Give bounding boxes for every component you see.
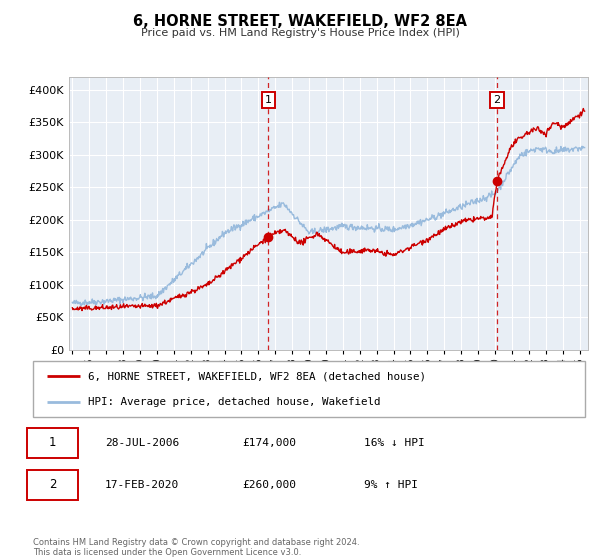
- Text: 2: 2: [49, 478, 56, 492]
- FancyBboxPatch shape: [28, 470, 78, 500]
- Text: 6, HORNE STREET, WAKEFIELD, WF2 8EA: 6, HORNE STREET, WAKEFIELD, WF2 8EA: [133, 14, 467, 29]
- Text: 9% ↑ HPI: 9% ↑ HPI: [364, 480, 418, 490]
- Text: Price paid vs. HM Land Registry's House Price Index (HPI): Price paid vs. HM Land Registry's House …: [140, 28, 460, 38]
- Text: £260,000: £260,000: [243, 480, 297, 490]
- Text: HPI: Average price, detached house, Wakefield: HPI: Average price, detached house, Wake…: [88, 397, 381, 407]
- Text: 17-FEB-2020: 17-FEB-2020: [105, 480, 179, 490]
- Text: Contains HM Land Registry data © Crown copyright and database right 2024.
This d: Contains HM Land Registry data © Crown c…: [33, 538, 359, 557]
- FancyBboxPatch shape: [28, 428, 78, 458]
- Text: 16% ↓ HPI: 16% ↓ HPI: [364, 438, 425, 448]
- Text: 1: 1: [265, 95, 272, 105]
- Text: £174,000: £174,000: [243, 438, 297, 448]
- Text: 28-JUL-2006: 28-JUL-2006: [105, 438, 179, 448]
- Text: 2: 2: [493, 95, 500, 105]
- Text: 6, HORNE STREET, WAKEFIELD, WF2 8EA (detached house): 6, HORNE STREET, WAKEFIELD, WF2 8EA (det…: [88, 371, 426, 381]
- Text: 1: 1: [49, 436, 56, 450]
